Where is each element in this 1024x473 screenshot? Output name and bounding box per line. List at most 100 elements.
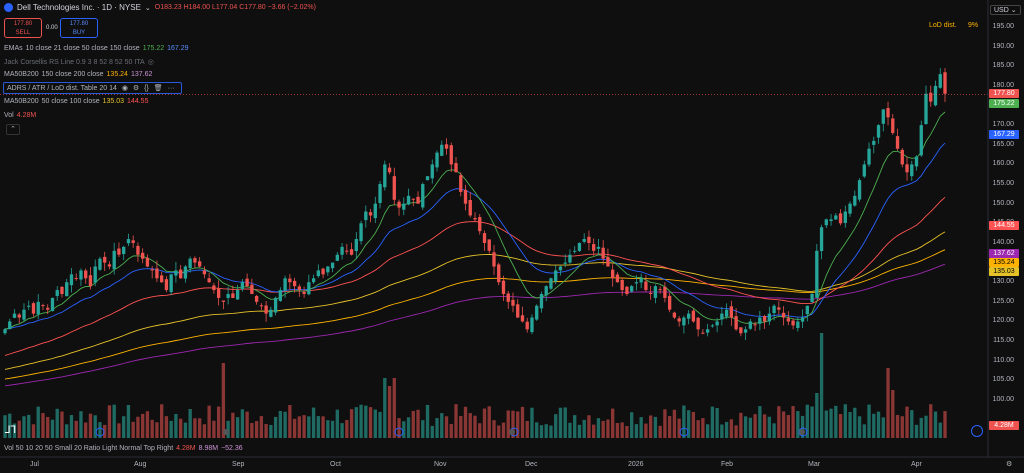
price-axis-label: 165.00: [992, 140, 1014, 148]
legend-volume-ratio[interactable]: Vol 50 10 20 50 Small 20 Ratio Light Nor…: [4, 445, 246, 452]
candle-body: [212, 285, 216, 291]
scroll-to-realtime-icon[interactable]: [971, 425, 983, 437]
candle-body: [777, 307, 781, 310]
code-icon[interactable]: {}: [144, 85, 149, 92]
volume-bar: [46, 416, 50, 438]
volume-bar: [630, 412, 634, 438]
volume-bar: [178, 418, 183, 438]
trash-icon[interactable]: 🗑: [153, 85, 163, 92]
eye-off-icon[interactable]: ◎: [147, 59, 154, 66]
volume-bar: [131, 421, 135, 438]
candle-body: [568, 254, 572, 263]
event-marker-icon[interactable]: [394, 427, 404, 437]
eye-icon[interactable]: ◉: [121, 85, 128, 92]
price-axis-label: 160.00: [992, 160, 1014, 168]
volume-bar: [648, 415, 653, 438]
volume-bar: [705, 424, 710, 438]
candle-body: [815, 250, 819, 298]
dividend-marker-icon[interactable]: [799, 429, 805, 435]
candle-body: [411, 198, 415, 200]
dividend-marker-icon[interactable]: [509, 429, 515, 435]
legend-rs-line[interactable]: Jack Corsellis RS Line 0.9 3 8 52 8 52 5…: [4, 58, 157, 66]
candle-body: [705, 329, 710, 333]
candle-body: [634, 282, 639, 284]
candle-body: [164, 279, 169, 291]
candle-body: [126, 239, 131, 244]
symbol-title[interactable]: Dell Technologies Inc. · 1D · NYSE: [17, 3, 141, 12]
candle-body: [838, 213, 843, 224]
collapse-legend-button[interactable]: ⌃: [6, 124, 20, 135]
settings-gear-icon[interactable]: ⚙: [1006, 461, 1013, 468]
candle-body: [326, 266, 330, 273]
legend-emas[interactable]: EMAs 10 close 21 close 50 close 150 close…: [4, 45, 192, 52]
vol-value: 4.28M: [16, 112, 37, 119]
chevron-icon[interactable]: ⌄: [144, 4, 151, 12]
event-marker-icon[interactable]: [95, 427, 105, 437]
candle-body: [46, 307, 50, 310]
candle-body: [202, 270, 207, 275]
candle-body: [449, 145, 453, 165]
volume-bar: [93, 415, 97, 438]
volume-bar: [41, 413, 45, 438]
sell-price: 177.80: [13, 21, 33, 27]
tv-logo-icon[interactable]: ⅃⅂: [5, 425, 17, 436]
price-axis-label: 120.00: [992, 317, 1014, 325]
candle-body: [577, 242, 582, 251]
settings-icon[interactable]: ⚙: [132, 85, 140, 92]
volume-bar: [387, 386, 392, 438]
symbol-logo-icon: [4, 3, 13, 12]
price-axis-label: 125.00: [992, 297, 1014, 305]
candle-body: [914, 156, 919, 167]
volume-bar: [663, 409, 667, 438]
volume-bar: [283, 411, 287, 438]
volume-bar: [492, 420, 496, 438]
volume-bar: [235, 417, 240, 438]
volume-bar: [919, 417, 923, 438]
candle-body: [810, 293, 814, 303]
legend-ma100[interactable]: MA50B200 50 close 100 close 135.03 144.55: [4, 98, 151, 105]
buy-button[interactable]: 177.80 BUY: [60, 18, 98, 38]
volume-bar: [497, 425, 501, 438]
legend-vol[interactable]: Vol 4.28M: [4, 112, 39, 119]
legend-ma200[interactable]: MA50B200 150 close 200 close 135.24 137.62: [4, 71, 155, 78]
ma150-line: [4, 249, 946, 380]
candle-body: [245, 278, 249, 287]
candle-body: [762, 316, 767, 322]
candle-body: [938, 74, 942, 88]
volume-bar: [577, 424, 582, 438]
volume-bar: [800, 415, 805, 438]
volume-bar: [430, 425, 434, 438]
volume-bar: [691, 411, 696, 438]
volume-bar: [701, 418, 705, 438]
dividend-marker-icon[interactable]: [223, 429, 229, 435]
currency-selector[interactable]: USD ⌄: [990, 5, 1021, 15]
candle-body: [648, 292, 653, 294]
event-marker-icon[interactable]: [679, 427, 689, 437]
volume-bar: [254, 421, 259, 438]
candle-body: [520, 315, 525, 322]
candle-body: [772, 305, 776, 314]
candle-body: [435, 152, 439, 168]
candle-body: [857, 180, 862, 200]
volume-bar: [335, 409, 339, 438]
volume-bar: [539, 425, 544, 438]
candle-body: [805, 305, 809, 315]
adrs-label: ADRS / ATR / LoD dist. Table 20 14: [7, 85, 117, 92]
volume-bar: [905, 406, 909, 438]
volume-bar: [834, 405, 838, 438]
candle-body: [539, 293, 544, 309]
legend-adrs[interactable]: ADRS / ATR / LoD dist. Table 20 14 ◉ ⚙ {…: [3, 82, 182, 94]
more-icon[interactable]: ···: [167, 85, 175, 92]
volume-bar: [796, 411, 800, 438]
volume-bar: [36, 406, 40, 438]
volume-bar: [88, 413, 93, 438]
volume-bar: [772, 423, 776, 438]
volume-bar: [568, 422, 572, 438]
candle-body: [297, 286, 302, 291]
sell-button[interactable]: 177.80 SELL: [4, 18, 42, 38]
candle-body: [311, 278, 316, 283]
candle-body: [169, 274, 173, 293]
candle-body: [416, 196, 420, 204]
candle-body: [335, 254, 339, 261]
